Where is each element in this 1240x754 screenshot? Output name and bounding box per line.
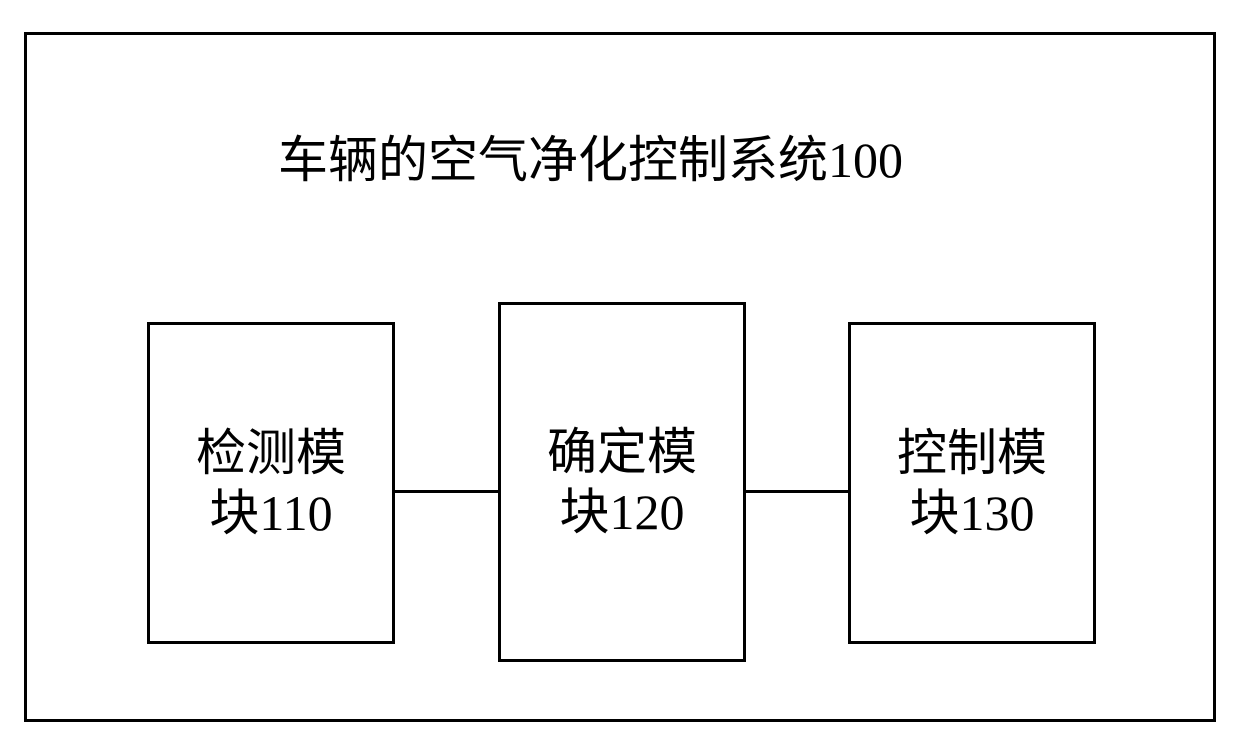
module-detect-label: 检测模块110	[196, 423, 346, 543]
module-determine: 确定模块120	[498, 302, 746, 662]
module-detect: 检测模块110	[147, 322, 395, 644]
module-control: 控制模块130	[848, 322, 1096, 644]
connector-detect-determine	[395, 490, 498, 493]
module-determine-label: 确定模块120	[547, 422, 697, 542]
system-title: 车辆的空气净化控制系统100	[278, 120, 903, 192]
connector-determine-control	[746, 490, 848, 493]
diagram-canvas: 车辆的空气净化控制系统100 检测模块110 确定模块120 控制模块130	[0, 0, 1240, 754]
module-control-label: 控制模块130	[897, 423, 1047, 543]
